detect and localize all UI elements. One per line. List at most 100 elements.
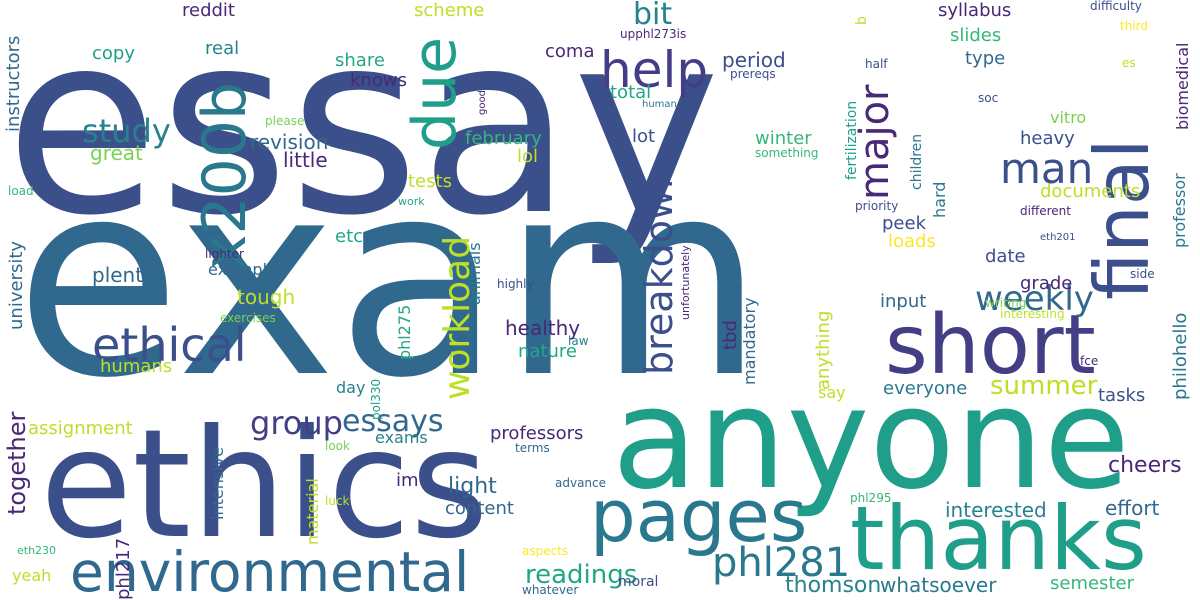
word-lol: lol [517, 146, 539, 167]
word-look: look [325, 439, 350, 453]
word-essay: essay [5, 0, 721, 270]
word-content: content [445, 498, 514, 519]
word-light: light [448, 474, 497, 499]
word-difficulty: difficulty [1090, 0, 1142, 13]
word-advance: advance [555, 476, 607, 490]
word-x200b: x200b [190, 81, 260, 270]
word-law: law [568, 334, 589, 348]
word-together: together [3, 411, 31, 515]
word-children: children [909, 133, 925, 190]
word-b: b [854, 16, 870, 25]
word-heavy: heavy [1020, 128, 1075, 149]
word-im: im [396, 470, 419, 491]
word-load: load [8, 184, 34, 198]
word-fce: fce [1080, 354, 1099, 368]
word-cheers: cheers [1108, 453, 1182, 478]
word-help: help [600, 41, 709, 99]
word-unfortunately: unfortunately [679, 245, 692, 320]
word-instructors: instructors [3, 35, 24, 132]
word-scheme: scheme [414, 0, 485, 21]
word-breakdown: breakdown [637, 164, 681, 375]
word-different: different [1020, 204, 1071, 218]
word-interested: interested [945, 498, 1047, 522]
word-short: short [885, 298, 1096, 393]
word-ethical: ethical [92, 318, 247, 372]
word-anything: anything [813, 310, 834, 390]
word-luck: luck [325, 494, 350, 508]
word-environmental: environmental [70, 540, 470, 600]
word-professors: professors [490, 423, 584, 444]
word-due: due [400, 36, 470, 150]
word-bit: bit [633, 0, 673, 32]
word-upphl273is: upphl273is [620, 27, 687, 41]
word-peek: peek [882, 213, 926, 234]
word-good: good [477, 90, 488, 115]
word-intensive: intensive [208, 447, 227, 520]
word-tasks: tasks [1098, 385, 1146, 406]
word-little: little [283, 148, 328, 172]
word-something: something [755, 146, 819, 160]
word-tough: tough [237, 285, 296, 309]
word-grade: grade [1020, 273, 1073, 294]
word-documents: documents [1040, 181, 1141, 202]
word-please: please [265, 114, 305, 128]
word-philohello: philohello [1170, 312, 1191, 400]
word-date: date [985, 246, 1026, 267]
word-input: input [880, 291, 927, 312]
word-tests: tests [408, 171, 452, 192]
word-etc: etc [335, 226, 364, 247]
word-material: material [303, 478, 322, 545]
word-phl217: phl217 [113, 537, 134, 600]
word-major: major [852, 84, 898, 200]
word-phl281: phl281 [712, 540, 851, 586]
word-copy: copy [92, 43, 135, 64]
word-eth230: eth230 [17, 544, 57, 557]
word-tbd: tbd [720, 320, 741, 350]
word-share: share [335, 50, 385, 71]
word-interesting: interesting [1000, 307, 1065, 321]
word-eth201: eth201 [1040, 232, 1076, 243]
word-biomedical: biomedical [1173, 42, 1192, 130]
word-knows: knows [350, 70, 407, 91]
word-phl295: phl295 [850, 491, 892, 505]
word-lighter: lighter [205, 247, 244, 261]
word-writing: writing [985, 296, 1027, 310]
word-phl275: phl275 [395, 304, 414, 360]
word-slides: slides [950, 25, 1002, 46]
word-day: day [336, 378, 366, 397]
word-study: study [82, 112, 171, 150]
word-plenty: plenty [92, 263, 155, 287]
word-professor: professor [1170, 173, 1189, 248]
word-man: man [1000, 144, 1094, 193]
word-february: february [465, 128, 542, 149]
word-human: human [642, 99, 677, 110]
word-priority: priority [855, 199, 899, 213]
word-great: great [90, 141, 143, 165]
word-moral: moral [618, 574, 659, 590]
word-whatever: whatever [522, 583, 579, 597]
word-vitro: vitro [1050, 108, 1087, 127]
word-essays: essays [342, 404, 444, 439]
word-exams: exams [375, 428, 428, 447]
word-es: es [1122, 56, 1136, 70]
word-humans: humans [100, 356, 173, 377]
word-winter: winter [755, 128, 812, 149]
word-terms: terms [515, 441, 550, 455]
word-effort: effort [1105, 496, 1160, 520]
word-reddit: reddit [182, 0, 235, 21]
word-real: real [205, 38, 240, 59]
word-third: third [1120, 19, 1148, 33]
word-say: say [818, 383, 846, 402]
word-weekly: weekly [975, 279, 1094, 319]
word-exercises: exercises [220, 311, 276, 325]
word-exam: exam [15, 122, 765, 437]
word-anyone: anyone [612, 358, 1130, 521]
word-example: example [208, 260, 277, 279]
word-fertilization: fertilization [844, 100, 860, 180]
word-mandatory: mandatory [740, 297, 759, 385]
word-prereqs: prereqs [730, 67, 776, 81]
word-pages: pages [590, 474, 808, 558]
word-work: work [398, 195, 425, 208]
word-period: period [722, 48, 786, 72]
